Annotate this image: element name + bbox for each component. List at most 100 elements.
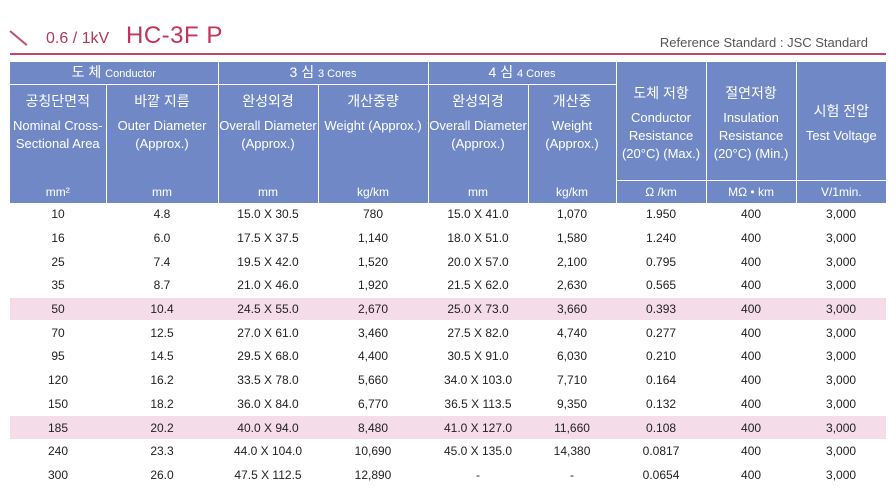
voltage-rating: 0.6 / 1kV	[46, 30, 110, 47]
unit-cell: V/1min.	[795, 180, 887, 203]
table-cell: 50	[10, 297, 106, 322]
table-cell: 1,920	[318, 273, 429, 298]
table-row: 50 10.4 24.5 X 55.0 2,670 25.0 X 73.0 3,660 0.…	[10, 297, 887, 322]
table-cell: 70	[10, 320, 106, 346]
table-cell: 2,630	[528, 273, 617, 298]
header-test-voltage: 시험 전압 Test Voltage	[795, 62, 887, 181]
table-cell: 4.8	[106, 203, 218, 227]
table-cell: 240	[10, 439, 106, 464]
table-cell: 16	[10, 226, 106, 251]
table-cell: 400	[706, 203, 797, 227]
header-4c-overall-diameter: 완성외경 Overall Diameter (Approx.)	[427, 84, 529, 181]
table-cell: 47.5 X 112.5	[218, 463, 318, 488]
unit-cell: mm	[217, 180, 318, 203]
table-row: 10 4.8 15.0 X 30.5 780 15.0 X 41.0 1,070 1.950…	[10, 203, 887, 227]
table-cell: 8.7	[106, 273, 218, 298]
table-cell: 12,890	[318, 463, 429, 488]
table-cell: 0.565	[616, 273, 707, 298]
table-cell: 24.5 X 55.0	[218, 297, 318, 322]
table-row: 240 23.3 44.0 X 104.0 10,690 45.0 X 135.0 14,…	[10, 439, 887, 464]
table-cell: 20.2	[106, 415, 218, 440]
table-cell: 12.5	[106, 320, 218, 346]
table-cell: 300	[10, 463, 106, 488]
table-cell: 1,140	[318, 226, 429, 251]
table-cell: 20.0 X 57.0	[428, 249, 529, 275]
table-body: 10 4.8 15.0 X 30.5 780 15.0 X 41.0 1,070 1.950…	[10, 203, 887, 488]
title-underline	[10, 53, 886, 55]
table-cell: 3,000	[796, 463, 887, 488]
table-cell: 3,460	[318, 320, 429, 346]
spec-table: 도 체 Conductor 3 심 3 Cores 4 심 4 Cores 도체…	[10, 62, 887, 488]
table-cell: 15.0 X 41.0	[428, 203, 529, 227]
reference-standard: Reference Standard : JSC Standard	[659, 35, 868, 50]
table-cell: 34.0 X 103.0	[428, 368, 529, 393]
group-3-cores: 3 심 3 Cores	[217, 62, 429, 85]
table-cell: 0.132	[616, 392, 707, 417]
table-cell: 14.5	[106, 344, 218, 369]
unit-cell: mm²	[10, 180, 106, 203]
table-cell: 400	[706, 344, 797, 369]
table-cell: 6.0	[106, 226, 218, 251]
table-cell: 3,000	[796, 320, 887, 346]
table-cell: 0.108	[616, 415, 707, 440]
table-row: 95 14.5 29.5 X 68.0 4,400 30.5 X 91.0 6,030 0.…	[10, 344, 887, 369]
table-cell: 400	[706, 463, 797, 488]
model-name: HC-3F P	[126, 22, 223, 49]
table-cell: 400	[706, 368, 797, 393]
column-header-row: 공칭단면적 Nominal Cross- Sectional Area 바깥 지름…	[10, 84, 886, 181]
table-cell: 25	[10, 249, 106, 275]
table-cell: 0.164	[616, 368, 707, 393]
table-cell: 23.3	[106, 439, 218, 464]
table-cell: 3,000	[796, 368, 887, 393]
unit-row: mm² mm mm kg/km mm kg/km Ω /km MΩ • km V…	[10, 180, 887, 203]
unit-cell: Ω /km	[615, 180, 707, 203]
table-cell: 3,000	[796, 273, 887, 298]
table-cell: 3,000	[796, 344, 887, 369]
unit-cell: mm	[427, 180, 529, 203]
table-cell: 3,000	[796, 392, 887, 417]
table-cell: 41.0 X 127.0	[428, 415, 529, 440]
header-3c-weight: 개산중량 Weight (Approx.)	[317, 84, 429, 181]
table-cell: 4,740	[528, 320, 617, 346]
table-cell: 3,000	[796, 415, 887, 440]
table-cell: 7,710	[528, 368, 617, 393]
table-cell: 120	[10, 368, 106, 393]
table-cell: 3,000	[796, 203, 887, 227]
table-cell: 15.0 X 30.5	[218, 203, 318, 227]
table-cell: 400	[706, 320, 797, 346]
table-cell: 27.5 X 82.0	[428, 320, 529, 346]
header-outer-diameter: 바깥 지름 Outer Diameter (Approx.)	[105, 84, 218, 181]
table-cell: 400	[706, 415, 797, 440]
table-cell: 7.4	[106, 249, 218, 275]
table-cell: -	[528, 463, 617, 488]
table-cell: 185	[10, 415, 106, 440]
table-row: 35 8.7 21.0 X 46.0 1,920 21.5 X 62.0 2,630 0.5…	[10, 273, 887, 298]
header-conductor-resistance: 도체 저항 Conductor Resistance (20°C) (Max.)	[615, 62, 707, 181]
table-cell: 36.5 X 113.5	[428, 392, 529, 417]
table-cell: 1,580	[528, 226, 617, 251]
table-cell: 30.5 X 91.0	[428, 344, 529, 369]
table-cell: 10,690	[318, 439, 429, 464]
table-row: 300 26.0 47.5 X 112.5 12,890- -0.0654 400 3,00…	[10, 463, 887, 488]
unit-cell: mm	[105, 180, 218, 203]
table-cell: 3,660	[528, 297, 617, 322]
table-row: 25 7.4 19.5 X 42.0 1,520 20.0 X 57.0 2,100 0.7…	[10, 249, 887, 275]
table-cell: 4,400	[318, 344, 429, 369]
table-cell: 400	[706, 273, 797, 298]
table-cell: 18.0 X 51.0	[428, 226, 529, 251]
table-cell: 35	[10, 273, 106, 298]
table-cell: 0.393	[616, 297, 707, 322]
table-row: 185 20.2 40.0 X 94.0 8,480 41.0 X 127.0 11,66…	[10, 415, 887, 440]
table-cell: 400	[706, 249, 797, 275]
table-cell: 17.5 X 37.5	[218, 226, 318, 251]
unit-cell: MΩ • km	[705, 180, 797, 203]
table-cell: 29.5 X 68.0	[218, 344, 318, 369]
table-cell: 27.0 X 61.0	[218, 320, 318, 346]
table-cell: 3,000	[796, 249, 887, 275]
group-header-row: 도 체 Conductor 3 심 3 Cores 4 심 4 Cores 도체…	[10, 62, 887, 181]
table-cell: 1,070	[528, 203, 617, 227]
table-cell: -	[428, 463, 529, 488]
table-cell: 0.0817	[616, 439, 707, 464]
table-cell: 0.795	[616, 249, 707, 275]
table-cell: 14,380	[528, 439, 617, 464]
